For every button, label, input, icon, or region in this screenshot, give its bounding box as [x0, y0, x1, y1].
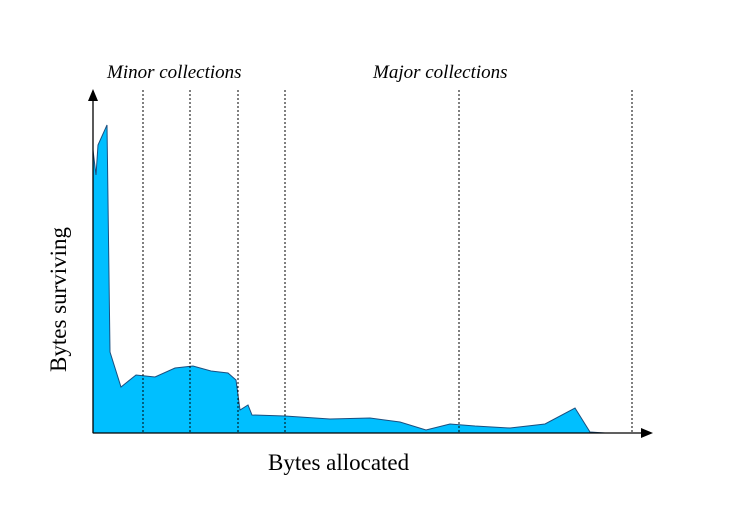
x-axis-label: Bytes allocated	[268, 450, 410, 475]
bytes-surviving-area	[92, 124, 606, 434]
y-axis-label: Bytes surviving	[46, 226, 71, 372]
minor-collections-label: Minor collections	[106, 62, 242, 83]
major-collections-label: Major collections	[372, 62, 508, 83]
